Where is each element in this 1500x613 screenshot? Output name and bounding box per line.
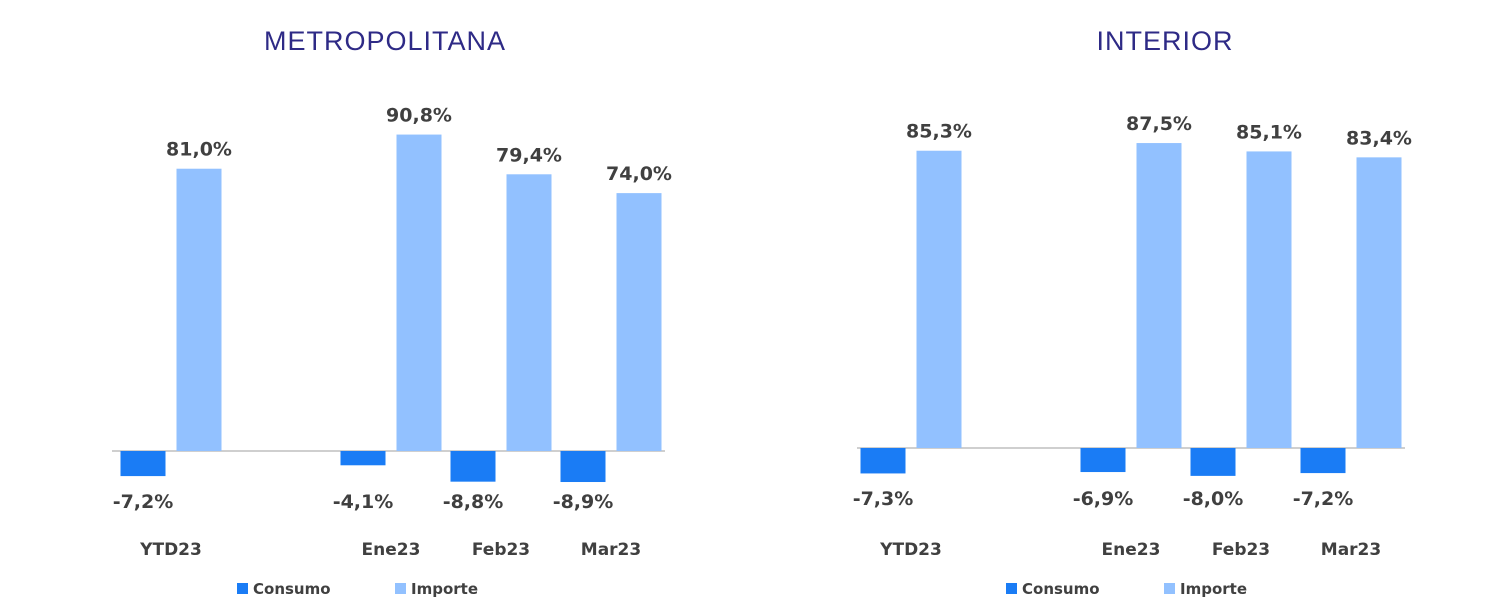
chart-0-bar-importe-4 (616, 193, 662, 452)
chart-1-data-label-consumo-4: -7,2% (1293, 488, 1354, 510)
chart-1-title: INTERIOR (1096, 26, 1233, 56)
chart-0-bar-consumo-4 (560, 451, 606, 483)
chart-0-legend-swatch-importe (395, 583, 406, 594)
chart-0-legend-swatch-consumo (237, 583, 248, 594)
chart-1-legend-label-importe: Importe (1180, 580, 1247, 598)
chart-1-legend-label-consumo: Consumo (1022, 580, 1100, 598)
chart-0-data-label-importe-4: 74,0% (606, 163, 672, 185)
chart-1-bar-importe-4 (1356, 157, 1402, 448)
chart-0-tick-label-4: Mar23 (581, 540, 641, 560)
chart-1-data-label-consumo-2: -6,9% (1073, 488, 1134, 510)
chart-1-bar-consumo-0 (860, 448, 906, 474)
chart-0-data-label-importe-3: 79,4% (496, 144, 562, 166)
chart-0-title: METROPOLITANA (264, 26, 506, 56)
chart-1-tick-label-2: Ene23 (1102, 540, 1161, 560)
chart-0-tick-label-3: Feb23 (472, 540, 530, 560)
chart-1-legend-swatch-consumo (1006, 583, 1017, 594)
chart-0-data-label-consumo-3: -8,8% (443, 491, 504, 513)
chart-0-tick-label-0: YTD23 (139, 540, 202, 560)
chart-1-data-label-importe-0: 85,3% (906, 121, 972, 143)
chart-1-bar-consumo-2 (1080, 448, 1126, 473)
chart-1-bar-importe-2 (1136, 143, 1182, 448)
chart-0-legend-label-consumo: Consumo (253, 580, 331, 598)
chart-1-data-label-importe-4: 83,4% (1346, 127, 1412, 149)
chart-1-tick-label-4: Mar23 (1321, 540, 1381, 560)
chart-1-data-label-consumo-3: -8,0% (1183, 488, 1244, 510)
chart-0-bar-consumo-3 (450, 451, 496, 482)
chart-interior: INTERIOR -7,3% -6,9% -8,0% -7,2% 85,3% 87,5% 85… (853, 26, 1412, 598)
chart-1-data-label-consumo-0: -7,3% (853, 488, 914, 510)
chart-0-bar-consumo-2 (340, 451, 386, 466)
chart-0-legend-label-importe: Importe (411, 580, 478, 598)
chart-0-bar-consumo-0 (120, 451, 166, 477)
chart-0-data-label-importe-0: 81,0% (166, 139, 232, 161)
chart-1-bar-consumo-3 (1190, 448, 1236, 476)
chart-0-data-label-consumo-0: -7,2% (113, 491, 174, 513)
chart-1-data-label-importe-3: 85,1% (1236, 121, 1302, 143)
chart-1-tick-label-0: YTD23 (879, 540, 942, 560)
chart-1-data-label-importe-2: 87,5% (1126, 113, 1192, 135)
chart-1-bar-importe-0 (916, 150, 962, 449)
chart-0-data-label-importe-2: 90,8% (386, 105, 452, 127)
chart-0-data-label-consumo-4: -8,9% (553, 491, 614, 513)
chart-1-legend-swatch-importe (1164, 583, 1175, 594)
chart-0-bar-importe-0 (176, 168, 222, 451)
chart-1-bar-importe-3 (1246, 151, 1292, 448)
chart-0-data-label-consumo-2: -4,1% (333, 491, 394, 513)
chart-0-bar-importe-3 (506, 174, 552, 451)
chart-0-tick-label-2: Ene23 (362, 540, 421, 560)
chart-1-bar-consumo-4 (1300, 448, 1346, 474)
chart-metropolitana: METROPOLITANA -7,2% -4,1% -8,8% -8,9% 81,0% 90… (112, 26, 672, 598)
chart-0-bar-importe-2 (396, 134, 442, 451)
chart-1-tick-label-3: Feb23 (1212, 540, 1270, 560)
